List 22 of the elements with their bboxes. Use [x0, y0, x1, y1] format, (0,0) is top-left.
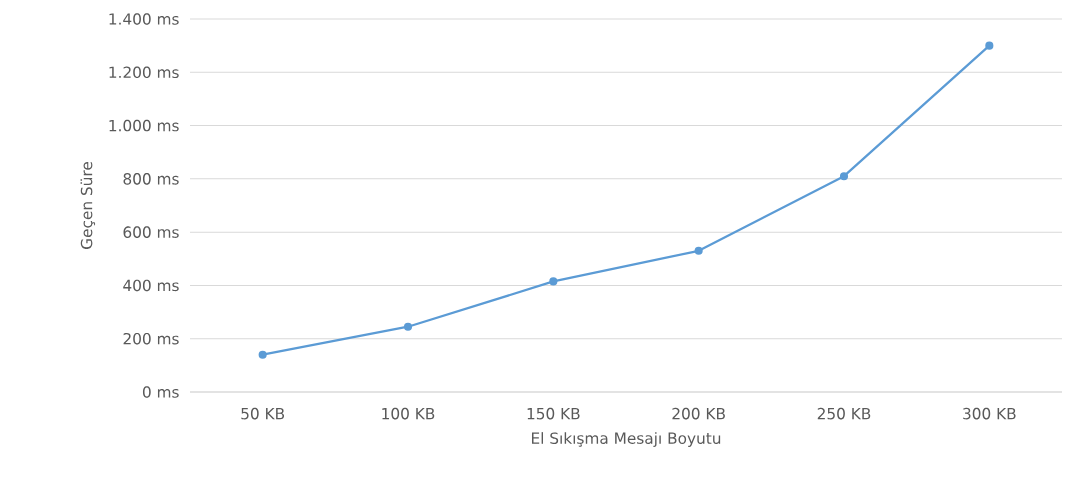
y-tick-label: 1.200 ms	[109, 66, 179, 79]
x-tick-label: 50 KB	[241, 407, 285, 420]
y-tick-label: 0 ms	[142, 386, 179, 398]
point	[985, 41, 994, 50]
x-tick-label: 200 KB	[672, 407, 725, 420]
x-axis-title: El Sıkışma Mesajı Boyutu	[532, 432, 721, 447]
point	[839, 172, 849, 181]
point	[403, 322, 413, 331]
y-axis-title: Geçen Süre	[80, 162, 96, 249]
point	[694, 246, 703, 255]
x-tick-label: 300 KB	[963, 407, 1016, 420]
y-tick-label: 200 ms	[123, 332, 179, 345]
y-tick-label: 800 ms	[123, 173, 179, 185]
y-tick-label: 400 ms	[123, 279, 179, 292]
x-tick-label: 250 KB	[817, 407, 871, 420]
y-tick-label: 1.400 ms	[109, 13, 179, 25]
y-tick-label: 1.000 ms	[109, 119, 179, 132]
point	[258, 350, 267, 359]
x-tick-label: 100 KB	[382, 407, 435, 420]
y-tick-label: 600 ms	[123, 226, 179, 238]
point	[549, 277, 558, 286]
x-tick-label: 150 KB	[527, 407, 580, 420]
